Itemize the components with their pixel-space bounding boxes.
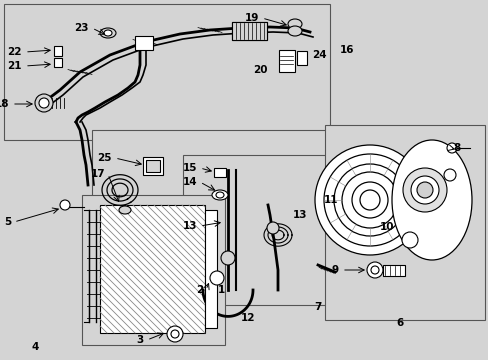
Bar xyxy=(135,36,153,50)
Bar xyxy=(4,4,329,140)
Text: 2: 2 xyxy=(195,285,203,295)
Text: 23: 23 xyxy=(74,23,89,33)
Text: 6: 6 xyxy=(396,318,403,328)
Text: 19: 19 xyxy=(244,13,259,23)
Circle shape xyxy=(401,232,417,248)
Ellipse shape xyxy=(104,30,112,36)
Ellipse shape xyxy=(119,206,131,214)
Text: 1: 1 xyxy=(218,285,225,295)
Circle shape xyxy=(60,200,70,210)
Ellipse shape xyxy=(216,192,224,198)
Text: 3: 3 xyxy=(137,335,143,345)
Text: 20: 20 xyxy=(253,65,267,75)
Bar xyxy=(296,51,306,65)
Text: 13: 13 xyxy=(292,210,307,220)
Text: 13: 13 xyxy=(182,221,197,231)
Bar xyxy=(214,168,225,177)
Circle shape xyxy=(446,143,456,153)
Bar xyxy=(382,265,404,276)
Text: 5: 5 xyxy=(4,217,11,227)
Bar xyxy=(100,205,204,333)
Circle shape xyxy=(35,94,53,112)
Ellipse shape xyxy=(287,19,302,29)
Bar xyxy=(146,160,160,172)
Text: 7: 7 xyxy=(314,302,321,312)
Text: 16: 16 xyxy=(339,45,354,55)
Text: 11: 11 xyxy=(323,195,337,205)
Text: 8: 8 xyxy=(452,143,459,153)
Text: 15: 15 xyxy=(182,163,197,173)
Circle shape xyxy=(171,330,179,338)
Circle shape xyxy=(324,154,415,246)
Bar xyxy=(231,22,266,40)
Circle shape xyxy=(341,172,397,228)
Circle shape xyxy=(266,222,279,234)
Text: 18: 18 xyxy=(0,99,9,109)
Bar xyxy=(231,22,266,40)
Circle shape xyxy=(402,168,446,212)
Circle shape xyxy=(410,176,438,204)
Text: 4: 4 xyxy=(31,342,39,352)
Ellipse shape xyxy=(100,28,116,38)
Circle shape xyxy=(333,164,405,236)
Bar xyxy=(92,130,339,230)
Text: 9: 9 xyxy=(331,265,338,275)
Circle shape xyxy=(366,262,382,278)
Circle shape xyxy=(351,182,387,218)
Bar xyxy=(142,157,163,175)
Text: 22: 22 xyxy=(7,47,22,57)
Circle shape xyxy=(416,182,432,198)
Text: 12: 12 xyxy=(240,313,255,323)
Ellipse shape xyxy=(391,140,471,260)
Circle shape xyxy=(209,271,224,285)
Bar xyxy=(183,155,329,305)
Text: 14: 14 xyxy=(182,177,197,187)
Bar xyxy=(54,46,62,56)
Text: 25: 25 xyxy=(97,153,112,163)
Circle shape xyxy=(370,266,378,274)
Circle shape xyxy=(167,326,183,342)
Circle shape xyxy=(314,145,424,255)
Circle shape xyxy=(39,98,49,108)
Circle shape xyxy=(221,251,235,265)
Bar xyxy=(325,125,484,320)
Circle shape xyxy=(359,190,379,210)
Circle shape xyxy=(443,169,455,181)
Text: 21: 21 xyxy=(7,61,22,71)
Text: 10: 10 xyxy=(379,222,394,232)
Bar xyxy=(82,195,224,345)
Ellipse shape xyxy=(212,190,227,200)
Ellipse shape xyxy=(287,26,302,36)
Bar xyxy=(204,210,217,328)
Text: 24: 24 xyxy=(311,50,326,60)
Bar xyxy=(279,50,294,72)
Bar xyxy=(54,58,62,67)
Text: 17: 17 xyxy=(90,169,105,179)
